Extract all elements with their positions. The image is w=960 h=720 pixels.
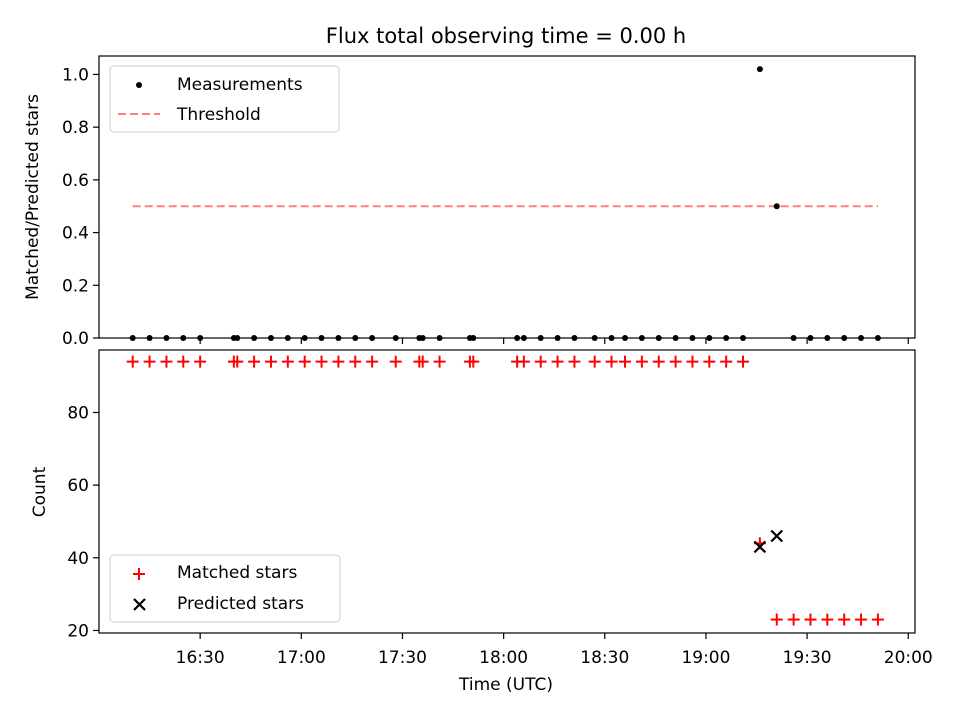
legend-matched-stars-marker — [133, 568, 145, 580]
bottom-plot-frame — [98, 349, 916, 634]
predicted-star-point — [770, 529, 784, 543]
legend-predicted-stars-marker — [133, 598, 146, 611]
bottom-y-tick-label: 40 — [67, 549, 89, 569]
matched-star-point — [467, 355, 480, 368]
x-tick-label: 17:00 — [277, 648, 326, 668]
bottom-y-tick-label: 20 — [67, 621, 89, 641]
matched-star-point — [635, 355, 648, 368]
matched-star-point — [143, 355, 156, 368]
matched-star-point — [177, 355, 190, 368]
x-tick-label: 20:00 — [884, 648, 933, 668]
matched-star-point — [686, 355, 699, 368]
matched-star-point — [551, 355, 564, 368]
matched-star-point — [231, 355, 244, 368]
matched-star-point — [349, 355, 362, 368]
x-axis-label: Time (UTC) — [458, 675, 553, 695]
matched-star-point — [619, 355, 632, 368]
matched-star-point — [433, 355, 446, 368]
matched-star-point — [838, 613, 851, 626]
legend-matched-stars-label: Matched stars — [177, 563, 297, 583]
matched-star-point — [703, 355, 716, 368]
top-y-tick-label: 0.8 — [62, 118, 89, 138]
top-legend: Measurements Threshold — [109, 65, 340, 133]
matched-star-point — [517, 355, 530, 368]
top-y-tick-label: 0.0 — [62, 329, 89, 349]
matched-star-point — [804, 613, 817, 626]
matched-star-point — [821, 613, 834, 626]
legend-threshold-label: Threshold — [176, 105, 261, 125]
top-plot: 0.0 0.2 0.4 0.6 0.8 1.0 Matched/Predicted sta… — [23, 55, 916, 349]
top-y-tick-label: 0.4 — [62, 224, 89, 244]
matched-star-point — [871, 613, 884, 626]
bottom-y-tick-label: 80 — [67, 403, 89, 423]
legend-measurements-marker — [136, 82, 142, 88]
bottom-y-axis-label: Count — [30, 466, 50, 517]
matched-star-point — [126, 355, 139, 368]
matched-star-point — [568, 355, 581, 368]
matched-star-point — [160, 355, 173, 368]
x-tick-label: 17:30 — [378, 648, 427, 668]
matched-star-point — [194, 355, 207, 368]
top-y-tick-label: 1.0 — [62, 65, 89, 85]
matched-star-point — [332, 355, 345, 368]
legend-predicted-stars-label: Predicted stars — [177, 594, 304, 614]
matched-star-point — [248, 355, 261, 368]
bottom-plot: 20 40 60 80 16:30 17:00 17:30 18:00 18:30 19:00 1… — [30, 349, 933, 695]
matched-star-point — [770, 613, 783, 626]
measurement-point — [756, 66, 763, 73]
top-y-tick-label: 0.6 — [62, 171, 89, 191]
matched-star-point — [669, 355, 682, 368]
x-tick-label: 18:30 — [580, 648, 629, 668]
predicted-star-point — [753, 540, 767, 554]
matched-star-point — [389, 355, 402, 368]
bottom-legend-box — [109, 554, 341, 623]
matched-star-point — [787, 613, 800, 626]
matched-star-point — [588, 355, 601, 368]
top-y-axis-label: Matched/Predicted stars — [23, 94, 43, 300]
x-tick-label: 18:00 — [479, 648, 528, 668]
matched-star-point — [416, 355, 429, 368]
chart-title: Flux total observing time = 0.00 h — [326, 24, 686, 48]
matched-star-point — [534, 355, 547, 368]
matched-star-point — [366, 355, 379, 368]
matched-star-point — [605, 355, 618, 368]
bottom-legend: Matched stars Predicted stars — [109, 554, 341, 623]
matched-star-point — [264, 355, 277, 368]
matched-star-point — [298, 355, 311, 368]
top-legend-box — [109, 65, 340, 133]
bottom-y-tick-label: 60 — [67, 476, 89, 496]
x-tick-label: 19:00 — [681, 648, 730, 668]
top-plot-frame — [98, 55, 916, 339]
top-y-tick-label: 0.2 — [62, 276, 89, 296]
legend-measurements-label: Measurements — [177, 75, 303, 95]
measurement-point — [773, 203, 780, 210]
matched-star-point — [855, 613, 868, 626]
x-tick-label: 16:30 — [176, 648, 225, 668]
matched-star-point — [315, 355, 328, 368]
matched-star-point — [720, 355, 733, 368]
matched-star-point — [652, 355, 665, 368]
matched-star-point — [737, 355, 750, 368]
matched-star-point — [281, 355, 294, 368]
x-tick-label: 19:30 — [783, 648, 832, 668]
